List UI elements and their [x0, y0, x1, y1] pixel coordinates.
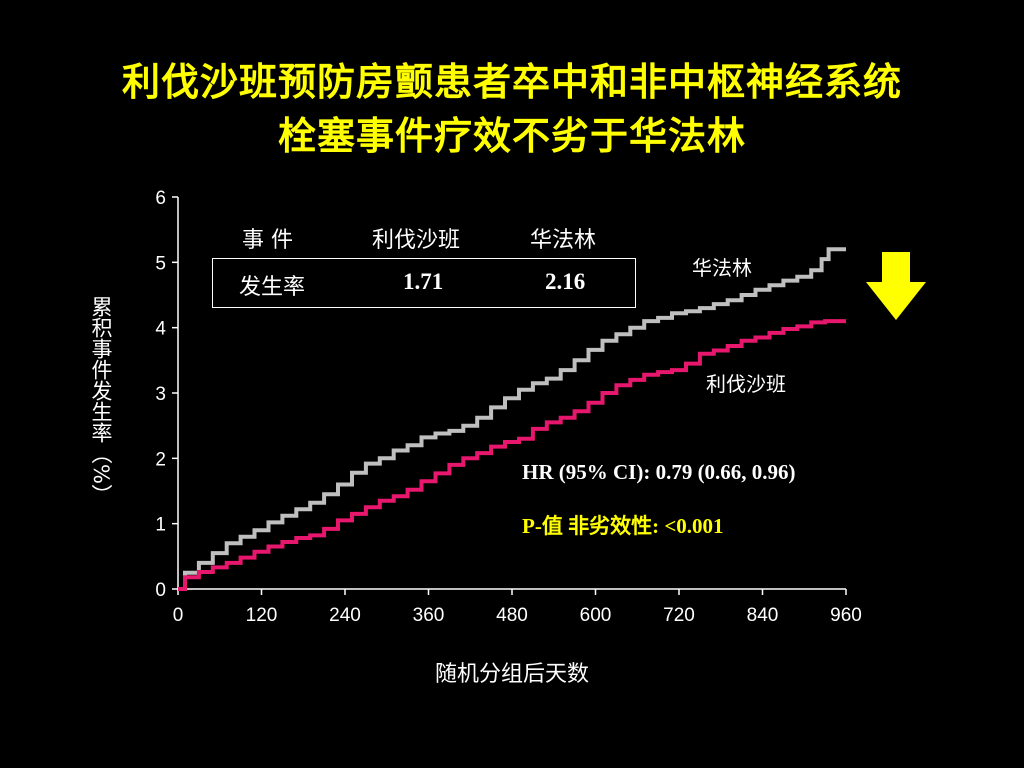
header-rivaroxaban: 利伐沙班 — [372, 228, 461, 253]
rate-table-header: 事 件 利伐沙班 华法林 — [212, 220, 636, 256]
page-title-line-1: 利伐沙班预防房颤患者卒中和非中枢神经系统 — [121, 60, 902, 104]
rate-rivaroxaban: 1.71 — [403, 269, 444, 294]
x-axis-label: 随机分组后天数 — [434, 662, 589, 687]
y-tick-label: 0 — [155, 580, 166, 601]
header-event: 事 件 — [242, 228, 293, 253]
down-arrow-icon — [866, 252, 926, 320]
series-line-warfarin — [178, 247, 846, 591]
y-tick-label: 3 — [155, 384, 166, 405]
y-tick-label: 1 — [155, 515, 166, 536]
rate-warfarin: 2.16 — [545, 269, 586, 294]
x-tick-label: 480 — [496, 605, 528, 626]
hazard-ratio-text: HR (95% CI): 0.79 (0.66, 0.96) — [522, 460, 796, 484]
x-tick-label: 360 — [413, 605, 445, 626]
x-tick-label: 0 — [173, 605, 184, 626]
x-tick-label: 600 — [580, 605, 612, 626]
row-label-rate: 发生率 — [239, 275, 306, 300]
y-tick-label: 4 — [155, 319, 166, 340]
header-warfarin: 华法林 — [530, 228, 597, 253]
x-tick-label: 840 — [747, 605, 779, 626]
p-value-text: P-值 非劣效性: <0.001 — [522, 514, 724, 538]
y-tick-label: 6 — [155, 188, 166, 209]
series-label-warfarin: 华法林 — [692, 256, 752, 280]
x-tick-label: 720 — [663, 605, 695, 626]
chart-axes: 0 1 2 3 4 5 6 0 120 240 360 480 600 720 840 960 — [155, 188, 861, 626]
y-tick-label: 5 — [155, 253, 166, 274]
x-tick-label: 120 — [246, 605, 278, 626]
rate-table-row: 发生率 1.71 2.16 — [212, 258, 636, 308]
series-label-rivaroxaban: 利伐沙班 — [706, 372, 786, 396]
y-axis-label: 累积事件发生率（%） — [89, 296, 113, 505]
y-tick-label: 2 — [155, 449, 166, 470]
x-tick-label: 240 — [329, 605, 361, 626]
series-line-rivaroxaban — [178, 319, 846, 591]
page-title-line-2: 栓塞事件疗效不劣于华法林 — [277, 114, 746, 158]
x-tick-label: 960 — [830, 605, 862, 626]
chart-series — [178, 247, 846, 591]
